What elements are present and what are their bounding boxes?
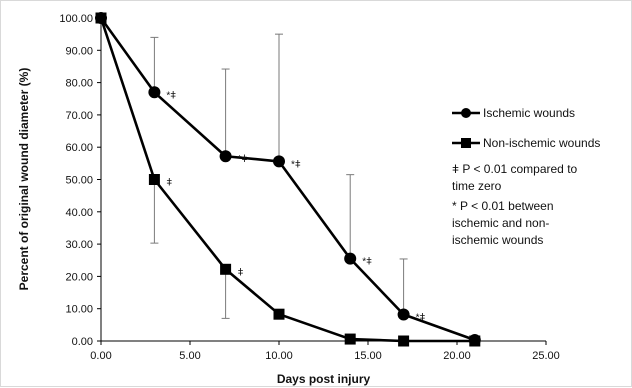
- x-tick-label: 0.00: [90, 350, 111, 362]
- series-non-ischemic: ǂǂ: [96, 13, 481, 347]
- significance-note-line: * P < 0.01 between: [452, 199, 554, 213]
- data-point-circle: [344, 253, 356, 265]
- data-point-circle: [273, 155, 285, 167]
- y-tick-label: 0.00: [72, 336, 93, 348]
- significance-label: ǂ: [238, 267, 244, 278]
- error-bars: [150, 34, 407, 314]
- significance-label: ǂ: [166, 178, 172, 189]
- y-tick-label: 10.00: [65, 304, 93, 316]
- data-point-square: [469, 336, 480, 347]
- data-point-square: [149, 174, 160, 185]
- legend-circle-marker: [461, 108, 471, 118]
- x-tick-label: 15.00: [354, 350, 382, 362]
- y-tick-label: 50.00: [65, 175, 93, 187]
- series-layer: *ǂ*ǂ *ǂ*ǂ*ǂǂǂ: [95, 12, 481, 347]
- y-tick-label: 100.00: [59, 13, 93, 25]
- legend-label: Ischemic wounds: [483, 106, 575, 120]
- significance-note-line: ǂ P < 0.01 compared to: [452, 162, 578, 176]
- x-tick-label: 20.00: [443, 350, 471, 362]
- x-tick-label: 10.00: [265, 350, 293, 362]
- data-point-square: [220, 264, 231, 275]
- data-point-circle: [398, 309, 410, 321]
- significance-label: *ǂ: [291, 159, 301, 170]
- data-point-square: [274, 309, 285, 320]
- legend: Ischemic wounds Non-ischemic wounds ǂ P < …: [452, 106, 600, 247]
- data-point-circle: [220, 150, 232, 162]
- legend-item-non-ischemic: Non-ischemic wounds: [452, 136, 600, 150]
- legend-label: Non-ischemic wounds: [483, 136, 600, 150]
- y-tick-label: 30.00: [65, 239, 93, 251]
- significance-note-line: ischemic and non-: [452, 216, 549, 230]
- y-tick-label: 70.00: [65, 110, 93, 122]
- y-tick-label: 60.00: [65, 142, 93, 154]
- y-tick-label: 80.00: [65, 78, 93, 90]
- y-tick-label: 20.00: [65, 271, 93, 283]
- x-axis-title: Days post injury: [277, 372, 371, 386]
- significance-note-line: ischemic wounds: [452, 233, 543, 247]
- significance-label: *ǂ: [362, 257, 372, 268]
- data-point-square: [398, 336, 409, 347]
- legend-item-ischemic: Ischemic wounds: [452, 106, 575, 120]
- x-tick-label: 5.00: [179, 350, 200, 362]
- legend-square-marker: [461, 138, 471, 148]
- y-tick-label: 90.00: [65, 45, 93, 57]
- significance-label: *ǂ: [416, 313, 426, 324]
- data-point-square: [345, 334, 356, 345]
- error-bars: [150, 180, 229, 319]
- data-point-square: [96, 13, 107, 24]
- significance-label: *ǂ: [166, 90, 176, 101]
- significance-label: *ǂ: [238, 154, 248, 165]
- y-tick-label: 40.00: [65, 207, 93, 219]
- x-tick-label: 25.00: [532, 350, 560, 362]
- data-point-circle: [148, 86, 160, 98]
- significance-note-line: time zero: [452, 179, 502, 193]
- y-axis-title: Percent of original wound diameter (%): [17, 68, 31, 291]
